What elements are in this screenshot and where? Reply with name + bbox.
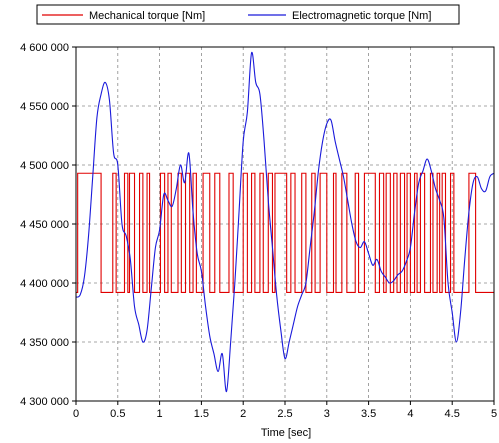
x-tick-label: 4 (407, 408, 413, 420)
y-tick-label: 4 400 000 (20, 278, 69, 290)
x-tick-label: 2.5 (277, 408, 292, 420)
x-tick-label: 1.5 (194, 408, 209, 420)
y-tick-label: 4 300 000 (20, 396, 69, 408)
grid (76, 47, 494, 401)
series-line-mechanical-torque (76, 172, 494, 293)
x-axis-label: Time [sec] (261, 427, 311, 439)
x-tick-label: 1 (157, 408, 163, 420)
y-tick-label: 4 350 000 (20, 337, 69, 349)
series-line-electromagnetic-torque (75, 51, 495, 393)
series-layer (75, 51, 495, 393)
legend-label-mechanical: Mechanical torque [Nm] (89, 10, 205, 22)
y-tick-label: 4 600 000 (20, 42, 69, 54)
x-tick-label: 2 (240, 408, 246, 420)
y-tick-label: 4 450 000 (20, 219, 69, 231)
x-tick-label: 0.5 (110, 408, 125, 420)
legend-label-electromagnetic: Electromagnetic torque [Nm] (292, 10, 431, 22)
y-tick-label: 4 500 000 (20, 160, 69, 172)
x-tick-label: 5 (491, 408, 497, 420)
y-tick-label: 4 550 000 (20, 101, 69, 113)
x-tick-label: 3 (324, 408, 330, 420)
x-axis-ticks: 0 0.5 1 1.5 2 2.5 3 3.5 4 4.5 5 (73, 401, 497, 420)
y-axis-ticks: 4 300 000 4 350 000 4 400 000 4 450 000 4 50… (20, 42, 76, 408)
x-tick-label: 4.5 (445, 408, 460, 420)
x-tick-label: 0 (73, 408, 79, 420)
x-tick-label: 3.5 (361, 408, 376, 420)
